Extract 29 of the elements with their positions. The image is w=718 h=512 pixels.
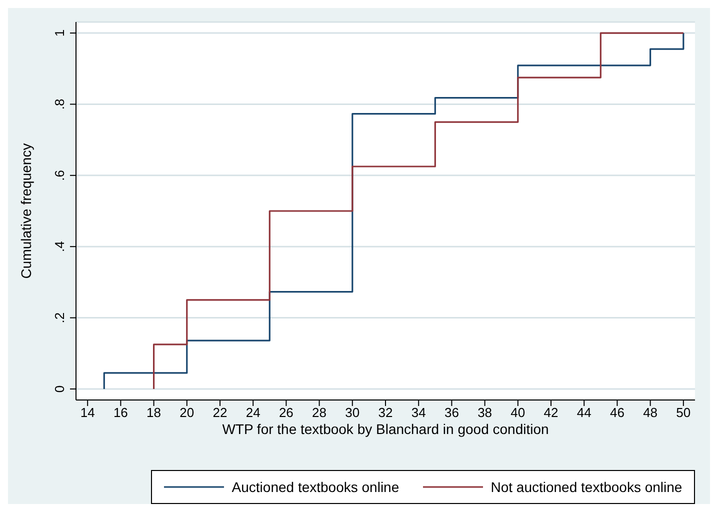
x-tick-label: 20 [180, 405, 194, 420]
y-tick-label: .2 [52, 312, 67, 324]
x-tick-label: 42 [544, 405, 558, 420]
y-axis-title: Cumulative frequency [18, 143, 34, 279]
y-tick-label: .6 [52, 170, 67, 181]
y-tick-label: .8 [52, 98, 67, 110]
x-tick-label: 34 [411, 405, 426, 420]
x-tick-label: 18 [146, 405, 162, 420]
x-tick-label: 38 [478, 405, 492, 420]
x-tick-label: 50 [676, 405, 691, 420]
y-tick-label: .4 [52, 241, 67, 252]
x-tick-label: 26 [278, 405, 294, 420]
x-tick-label: 16 [113, 405, 128, 420]
x-tick-label: 36 [444, 405, 459, 420]
x-axis-title: WTP for the textbook by Blanchard in good condition [222, 421, 549, 437]
x-tick-label: 24 [246, 405, 260, 420]
x-tick-label: 32 [378, 405, 393, 420]
x-tick-label: 28 [312, 405, 327, 420]
x-tick-label: 22 [212, 405, 228, 420]
x-tick-label: 48 [643, 405, 658, 420]
legend-label: Auctioned textbooks online [232, 479, 400, 495]
legend-label: Not auctioned textbooks online [490, 479, 682, 495]
x-tick-label: 30 [345, 405, 360, 420]
x-tick-label: 44 [576, 405, 592, 420]
x-tick-label: 14 [80, 405, 95, 420]
x-tick-label: 46 [610, 405, 624, 420]
y-tick-label: 1 [52, 29, 67, 37]
y-tick-label: 0 [52, 385, 67, 393]
x-tick-label: 40 [510, 405, 526, 420]
